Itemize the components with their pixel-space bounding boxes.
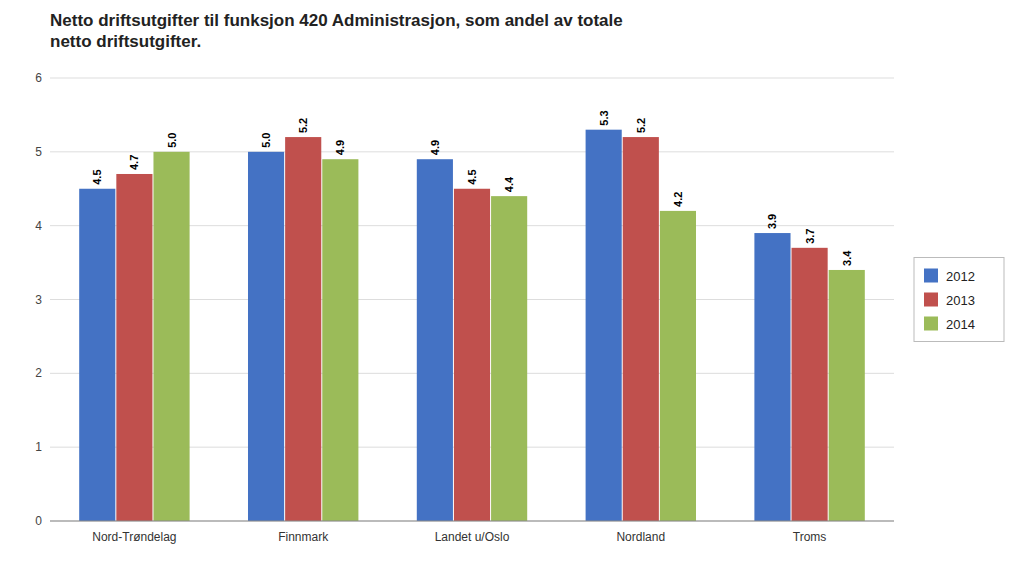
bar xyxy=(79,189,115,521)
data-label: 4.2 xyxy=(672,192,684,207)
grid-line xyxy=(50,78,894,79)
data-label: 3.7 xyxy=(804,229,816,244)
bar xyxy=(153,152,189,521)
bar xyxy=(829,270,865,521)
data-label: 4.5 xyxy=(91,169,103,184)
legend-swatch xyxy=(924,269,938,283)
data-label: 5.2 xyxy=(635,118,647,133)
bar xyxy=(285,137,321,521)
bar xyxy=(660,211,696,521)
y-tick-label: 2 xyxy=(35,366,42,380)
data-label: 4.5 xyxy=(466,169,478,184)
data-label: 4.9 xyxy=(334,140,346,155)
y-tick-label: 3 xyxy=(35,293,42,307)
legend-swatch xyxy=(924,293,938,307)
y-tick-label: 0 xyxy=(35,514,42,528)
bars xyxy=(79,130,865,521)
data-labels: 4.5 5.0 4.9 5.3 3.9 4.7 5.2 4.5 5.2 3.7 5.0 4.9 4.4 4… xyxy=(91,110,852,266)
chart: Netto driftsutgifter til funksjon 420 Ad… xyxy=(0,0,1024,569)
x-axis-line xyxy=(50,521,894,522)
bar xyxy=(792,248,828,521)
data-label: 3.9 xyxy=(766,214,778,229)
data-label: 5.0 xyxy=(260,133,272,148)
data-label: 5.0 xyxy=(166,133,178,148)
legend-swatch xyxy=(924,317,938,331)
data-label: 4.4 xyxy=(503,176,515,192)
bar xyxy=(417,159,453,521)
data-label: 4.9 xyxy=(429,140,441,155)
y-tick-label: 6 xyxy=(35,71,42,85)
data-label: 4.7 xyxy=(128,155,140,170)
x-tick-label: Nordland xyxy=(616,530,665,544)
bar xyxy=(754,233,790,521)
legend-label: 2012 xyxy=(946,269,975,284)
bar xyxy=(322,159,358,521)
x-tick-label: Troms xyxy=(793,530,827,544)
grid-line xyxy=(50,521,894,522)
legend-box xyxy=(914,258,1004,342)
grid xyxy=(50,78,894,521)
x-tick-label: Landet u/Oslo xyxy=(435,530,510,544)
y-tick-label: 1 xyxy=(35,440,42,454)
bar xyxy=(454,189,490,521)
bar xyxy=(586,130,622,521)
data-label: 5.2 xyxy=(297,118,309,133)
y-tick-label: 5 xyxy=(35,145,42,159)
x-tick-label: Finnmark xyxy=(278,530,329,544)
data-label: 5.3 xyxy=(598,110,610,125)
bar xyxy=(248,152,284,521)
legend: 2012 2013 2014 xyxy=(914,258,1004,342)
legend-label: 2013 xyxy=(946,293,975,308)
legend-label: 2014 xyxy=(946,317,975,332)
y-tick-label: 4 xyxy=(35,219,42,233)
title: Netto driftsutgifter til funksjon 420 Ad… xyxy=(50,11,623,51)
data-label: 3.4 xyxy=(841,250,853,266)
bar xyxy=(623,137,659,521)
x-tick-label: Nord-Trøndelag xyxy=(92,530,176,544)
bar xyxy=(116,174,152,521)
bar xyxy=(491,196,527,521)
